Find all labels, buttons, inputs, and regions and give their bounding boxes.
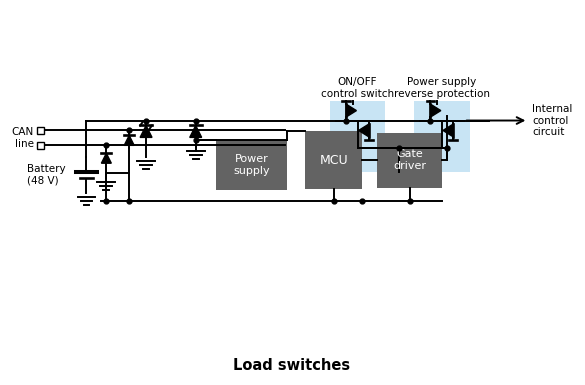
Polygon shape bbox=[101, 153, 111, 163]
Bar bbox=[414, 100, 470, 172]
Polygon shape bbox=[346, 104, 356, 117]
Bar bbox=[330, 100, 386, 172]
Polygon shape bbox=[140, 126, 152, 137]
Polygon shape bbox=[124, 136, 134, 146]
Polygon shape bbox=[359, 124, 369, 137]
Text: Internal
control
circuit: Internal control circuit bbox=[532, 104, 573, 137]
Bar bbox=[377, 133, 442, 187]
Polygon shape bbox=[190, 126, 202, 137]
Text: Battery
(48 V): Battery (48 V) bbox=[27, 164, 66, 186]
Text: Gate
driver: Gate driver bbox=[393, 149, 426, 171]
Text: Power supply
reverse protection: Power supply reverse protection bbox=[394, 77, 490, 99]
Bar bbox=[305, 131, 363, 189]
Text: Power
supply: Power supply bbox=[233, 154, 270, 176]
Bar bbox=[215, 141, 287, 190]
Text: MCU: MCU bbox=[319, 154, 348, 167]
Polygon shape bbox=[443, 124, 453, 137]
Text: ON/OFF
control switch: ON/OFF control switch bbox=[321, 77, 394, 99]
Bar bbox=[37, 127, 44, 134]
Polygon shape bbox=[431, 104, 441, 117]
Bar bbox=[37, 142, 44, 149]
Text: CAN
line: CAN line bbox=[12, 127, 34, 149]
Text: Load switches: Load switches bbox=[233, 358, 350, 373]
